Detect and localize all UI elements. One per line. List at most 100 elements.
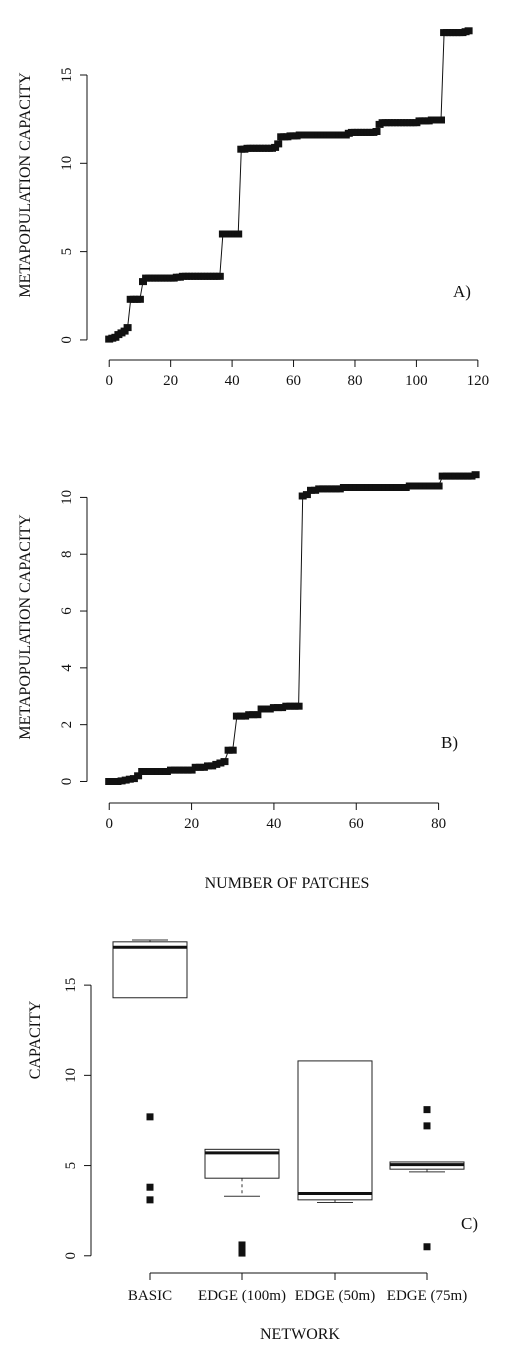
data-point (274, 704, 282, 712)
data-point (372, 484, 381, 491)
data-point (471, 471, 480, 479)
data-point (381, 484, 390, 491)
data-point (290, 702, 299, 710)
data-point (298, 492, 307, 500)
panel-a: METAPOPULATION CAPACITY A) 0 5 10 15 0 20 40 60… (17, 27, 489, 389)
y-tick-label: 8 (59, 550, 75, 558)
panel-c-ylabel: CAPACITY (27, 1000, 44, 1079)
outlier-point (238, 1245, 246, 1253)
x-tick-label: 40 (266, 816, 281, 832)
panel-a-tag: A) (453, 282, 471, 301)
data-point (274, 140, 283, 148)
data-point (385, 484, 394, 491)
data-point (154, 768, 163, 775)
data-point (138, 768, 147, 775)
x-tick-label: 120 (467, 373, 490, 389)
x-tick-label: 60 (286, 373, 301, 389)
data-point (414, 482, 422, 490)
data-point (397, 484, 406, 491)
data-point (315, 485, 324, 493)
data-point (216, 759, 225, 767)
y-tick-label: 10 (59, 490, 75, 505)
panel-b-tag: B) (441, 733, 458, 752)
iqr-box (297, 1060, 373, 1201)
x-tick-label: 60 (349, 816, 364, 832)
data-point (418, 482, 427, 490)
x-tick-label: BASIC (128, 1288, 172, 1304)
data-point (237, 712, 245, 720)
data-point (150, 768, 159, 775)
data-point (451, 472, 460, 480)
outlier-point (238, 1249, 246, 1257)
x-tick-label: EDGE (50m) (295, 1288, 375, 1304)
data-point (430, 482, 439, 490)
outlier-point (146, 1113, 154, 1121)
data-point (171, 766, 180, 774)
data-point (265, 705, 274, 713)
data-point (257, 705, 266, 713)
x-tick-label: 0 (105, 373, 113, 389)
data-point (117, 777, 126, 785)
iqr-box (112, 941, 188, 999)
data-point (253, 711, 262, 719)
y-tick-label: 0 (59, 778, 75, 786)
data-point (344, 484, 352, 491)
data-point (311, 486, 320, 494)
y-tick-label: 10 (59, 156, 75, 171)
data-point (113, 778, 122, 785)
outlier-point (423, 1106, 431, 1114)
data-point (175, 766, 184, 774)
data-point (129, 775, 138, 783)
y-tick-label: 2 (59, 721, 75, 729)
y-tick-label: 15 (59, 67, 75, 82)
x-tick-label: 80 (347, 373, 362, 389)
data-point (224, 746, 233, 754)
data-point (307, 486, 315, 494)
data-point (364, 484, 373, 491)
data-point (434, 482, 443, 490)
data-point (455, 472, 464, 480)
data-point (234, 230, 243, 238)
data-point (323, 485, 332, 493)
data-point (393, 484, 402, 491)
data-point (249, 711, 258, 719)
data-point (438, 472, 447, 480)
data-point (467, 472, 476, 480)
data-point (191, 763, 200, 771)
data-point (356, 484, 365, 491)
data-point (409, 482, 418, 490)
series-line (109, 30, 469, 340)
data-point (327, 485, 336, 493)
x-tick-label: EDGE (100m) (198, 1288, 286, 1304)
data-point (215, 272, 224, 280)
data-point (105, 778, 114, 785)
data-point (208, 762, 217, 770)
series-line (109, 474, 476, 782)
x-tick-label: 80 (431, 816, 446, 832)
data-point (134, 772, 143, 780)
data-point (348, 484, 357, 491)
x-tick-label: EDGE (75m) (387, 1288, 467, 1304)
data-point (286, 702, 295, 710)
data-point (167, 766, 175, 774)
data-point (245, 711, 254, 719)
outlier-point (423, 1122, 431, 1130)
data-point (319, 485, 328, 493)
data-point (405, 482, 414, 490)
data-point (220, 758, 229, 766)
x-tick-label: 20 (163, 373, 178, 389)
y-tick-label: 4 (59, 664, 75, 672)
data-point (123, 324, 132, 332)
outlier-point (146, 1183, 154, 1191)
data-point (294, 702, 303, 710)
data-point (372, 128, 381, 135)
data-point (241, 712, 250, 720)
data-point (125, 775, 134, 783)
data-point (199, 763, 208, 771)
data-point (282, 702, 291, 710)
data-point (339, 484, 348, 491)
x-tick-label: 40 (225, 373, 240, 389)
data-point (142, 768, 151, 775)
y-tick-label: 0 (63, 1252, 79, 1260)
